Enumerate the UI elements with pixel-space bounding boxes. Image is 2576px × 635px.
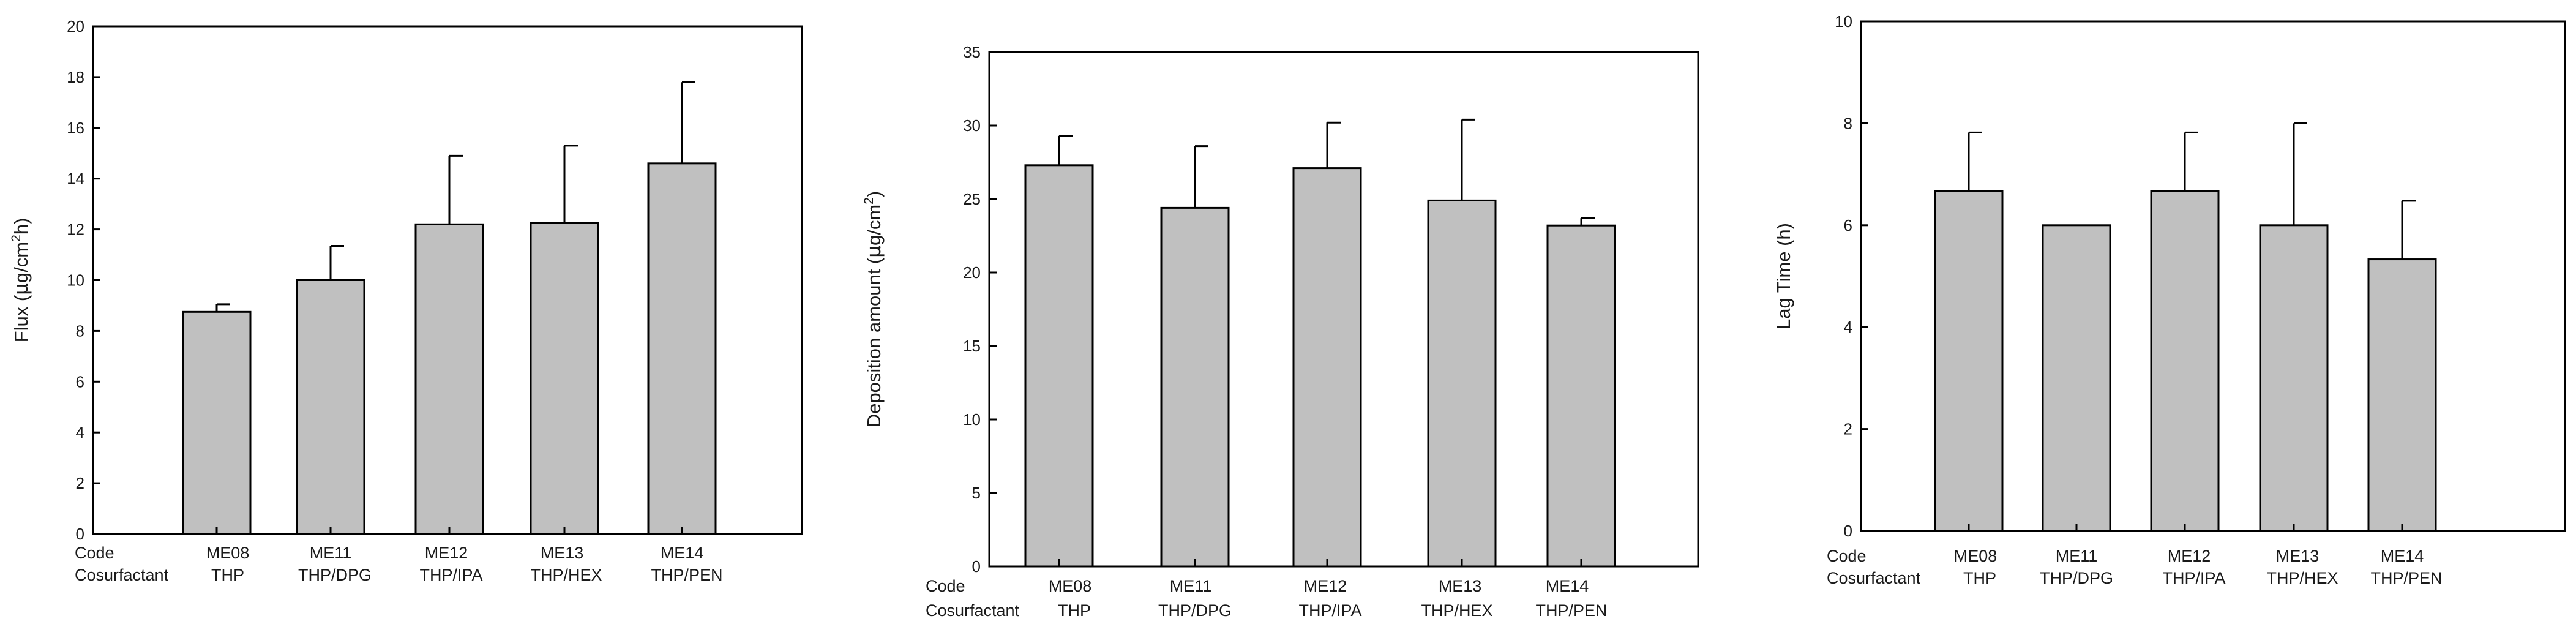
x-tick-label-code: ME13	[1439, 577, 1482, 595]
x-tick-label-cosurfactant: THP	[1963, 569, 1996, 587]
bar-ME14	[1546, 224, 1616, 568]
y-tick-label: 0	[972, 557, 981, 576]
row-label-code: Code	[1827, 547, 1866, 565]
y-tick-label: 30	[963, 116, 981, 135]
x-tick-label-code: ME14	[1546, 577, 1589, 595]
y-tick-label: 10	[963, 410, 981, 429]
row-label-cosurfactant: Cosurfactant	[75, 566, 169, 584]
y-tick-label: 25	[963, 190, 981, 208]
bar-ME14	[647, 162, 717, 535]
bar-ME08	[1934, 190, 2004, 532]
x-tick-label-cosurfactant: THP/IPA	[2162, 569, 2225, 587]
x-tick-label-cosurfactant: THP/IPA	[1298, 601, 1361, 620]
x-tick-label-code: ME13	[541, 544, 584, 562]
y-tick-label: 2	[1844, 420, 1852, 438]
x-tick-label-code: ME12	[2168, 547, 2211, 565]
row-label-code: Code	[926, 577, 965, 595]
bar-ME13	[530, 222, 599, 535]
y-tick-label: 12	[67, 220, 84, 239]
x-tick-label-cosurfactant: THP/DPG	[2040, 569, 2113, 587]
x-tick-label-code: ME12	[425, 544, 468, 562]
x-tick-label-code: ME14	[661, 544, 704, 562]
bar-ME08	[182, 310, 252, 535]
plot-frame	[988, 51, 1699, 568]
y-tick-label: 10	[67, 271, 84, 290]
y-axis-title: Deposition amount (µg/cm2)	[862, 191, 885, 427]
x-tick-label-code: ME08	[206, 544, 250, 562]
row-label-code: Code	[75, 544, 114, 562]
y-tick-label: 5	[972, 484, 981, 502]
x-tick-label-code: ME14	[2381, 547, 2424, 565]
x-tick-label-cosurfactant: THP/HEX	[530, 566, 602, 584]
chart-panel-2: 0 5 10 15 20 25 30 35 Code Cosurfactant ME08 THP ME1…	[862, 43, 1699, 620]
y-tick-label: 16	[67, 119, 84, 137]
x-tick-label-code: ME12	[1304, 577, 1347, 595]
x-tick-label-code: ME08	[1954, 547, 1998, 565]
y-tick-label: 20	[67, 17, 84, 36]
y-tick-label: 8	[1844, 114, 1852, 132]
bar-ME12	[414, 223, 484, 535]
x-tick-label-cosurfactant: THP/DPG	[298, 566, 372, 584]
y-tick-label: 35	[963, 43, 981, 61]
bar-ME12	[2150, 190, 2220, 532]
y-tick-label: 20	[963, 263, 981, 282]
bar-ME11	[2042, 224, 2111, 532]
y-axis-title: Flux (µg/cm2h)	[9, 218, 32, 343]
y-tick-label: 6	[76, 372, 84, 391]
y-tick-label: 4	[76, 423, 84, 441]
x-tick-label-code: ME08	[1049, 577, 1092, 595]
x-tick-label-code: ME11	[2056, 547, 2098, 565]
row-label-cosurfactant: Cosurfactant	[926, 601, 1020, 620]
bar-ME08	[1024, 164, 1094, 568]
x-tick-label-code: ME11	[310, 544, 352, 562]
y-tick-label: 2	[76, 474, 84, 492]
x-tick-label-code: ME13	[2276, 547, 2320, 565]
plot-frame	[1860, 20, 2566, 532]
y-axis-title: Lag Time (h)	[1773, 223, 1794, 329]
bar-ME13	[1427, 199, 1497, 568]
bar-ME12	[1292, 167, 1362, 568]
row-label-cosurfactant: Cosurfactant	[1827, 569, 1921, 587]
y-tick-label: 8	[76, 321, 84, 340]
bar-ME11	[1160, 206, 1230, 568]
bar-ME14	[2367, 258, 2437, 532]
x-tick-label-cosurfactant: THP/PEN	[2370, 569, 2442, 587]
bar-ME11	[296, 279, 365, 535]
y-tick-label: 6	[1844, 216, 1852, 235]
y-tick-label: 0	[1844, 522, 1852, 540]
y-tick-label: 18	[67, 68, 84, 86]
x-tick-label-cosurfactant: THP/HEX	[1421, 601, 1492, 620]
x-tick-label-cosurfactant: THP/DPG	[1158, 601, 1232, 620]
x-tick-label-cosurfactant: THP/IPA	[419, 566, 482, 584]
y-tick-label: 0	[76, 525, 84, 543]
chart-panel-1: 0 2 4 6 8 10 12 14 16 18 20 Code Cosurfactant ME08 THP…	[9, 17, 803, 584]
y-tick-label: 4	[1844, 318, 1852, 336]
chart-panel-3: 0 2 4 6 8 10 Code Cosurfactant ME08 THP ME11 THP/DP…	[1773, 12, 2566, 587]
x-tick-label-cosurfactant: THP/HEX	[2266, 569, 2338, 587]
y-tick-label: 10	[1835, 12, 1852, 31]
x-tick-label-cosurfactant: THP	[1058, 601, 1091, 620]
bar-ME13	[2259, 224, 2329, 532]
x-tick-label-cosurfactant: THP/PEN	[651, 566, 722, 584]
x-tick-label-cosurfactant: THP/PEN	[1535, 601, 1607, 620]
x-tick-label-code: ME11	[1170, 577, 1212, 595]
y-tick-label: 14	[67, 170, 84, 188]
x-tick-label-cosurfactant: THP	[211, 566, 244, 584]
y-tick-label: 15	[963, 337, 981, 355]
